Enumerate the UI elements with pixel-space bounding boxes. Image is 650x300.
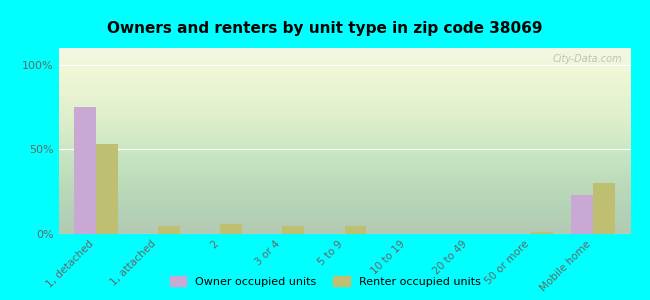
Bar bbox=[158, 226, 180, 234]
Bar bbox=[344, 226, 366, 234]
Bar bbox=[96, 144, 118, 234]
Bar bbox=[74, 107, 96, 234]
Bar bbox=[593, 183, 615, 234]
Bar bbox=[282, 226, 304, 234]
Legend: Owner occupied units, Renter occupied units: Owner occupied units, Renter occupied un… bbox=[165, 272, 485, 291]
Text: Owners and renters by unit type in zip code 38069: Owners and renters by unit type in zip c… bbox=[107, 21, 543, 36]
Bar bbox=[531, 232, 552, 234]
Bar bbox=[571, 195, 593, 234]
Text: City-Data.com: City-Data.com bbox=[552, 54, 622, 64]
Bar bbox=[220, 224, 242, 234]
